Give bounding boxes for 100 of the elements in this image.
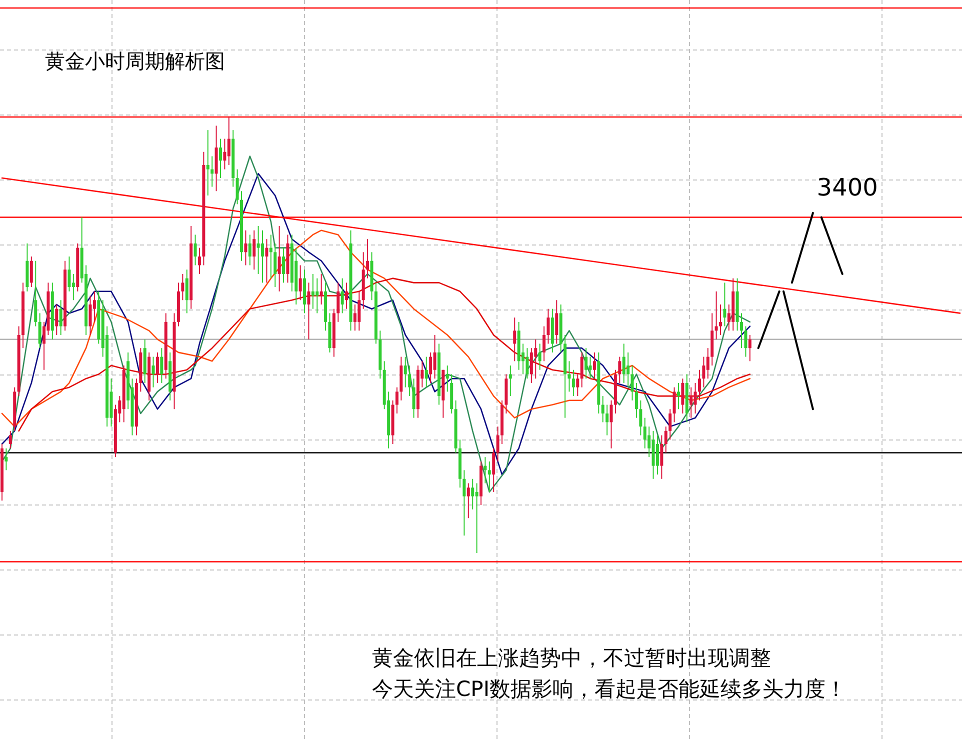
candlestick [690,386,693,418]
candlestick [298,264,302,301]
candlestick [555,300,558,344]
candlestick [424,356,428,388]
candlestick [34,260,38,327]
candlestick [206,130,210,196]
candlestick [492,448,496,492]
candlestick [466,482,470,519]
candlestick [194,234,197,266]
candlestick [630,365,634,401]
candlestick [340,278,344,314]
candlestick [88,295,92,336]
candlestick [429,352,432,384]
candlestick [404,356,407,388]
candlestick [269,234,272,279]
candlestick [744,326,748,358]
candlestick [72,273,75,301]
candlestick [580,352,584,388]
candlestick [618,356,622,384]
candlestick [236,168,239,205]
candlestick [706,348,710,380]
candlestick [227,116,230,166]
candlestick [185,269,188,314]
candlestick [592,352,596,380]
candlestick [462,470,466,536]
candlestick [546,308,550,344]
candlestick [223,138,226,170]
candlestick [748,334,752,362]
annotation: 3400 [816,173,878,202]
candlestick [261,230,264,284]
text: 今天关注CPI数据影响，看起是否能延续多头力度！ [372,677,847,701]
candlestick [252,230,256,270]
candlestick [568,360,571,392]
candlestick [639,400,642,436]
candlestick [672,386,676,423]
candlestick [30,256,33,288]
candlestick [311,273,314,310]
candlestick [345,282,348,310]
candlestick [408,365,412,397]
candlestick [634,382,638,418]
candlestick [740,312,744,349]
candlestick [610,400,613,449]
candlestick [702,356,706,388]
candlestick [534,338,538,380]
candlestick [278,226,281,292]
candlestick [433,334,436,380]
candlestick [336,282,340,322]
candlestick [538,343,542,370]
candlestick [68,256,71,292]
candlestick [694,382,697,414]
candlestick [496,426,500,462]
candlestick [606,404,609,436]
candlestick [320,273,323,305]
candlestick [471,478,474,510]
candlestick [676,382,680,410]
candlestick [484,456,487,484]
candlestick [55,304,58,336]
candlestick [488,460,491,492]
candlestick [588,356,592,380]
candlestick [660,434,664,480]
candlestick [244,230,248,266]
candlestick [626,352,630,388]
candlestick [622,343,626,384]
candlestick [719,304,722,336]
candlestick [513,317,516,362]
candlestick [572,369,575,397]
candlestick [265,238,268,284]
candlestick [198,247,201,274]
candlestick [643,417,646,449]
candlestick [353,304,356,332]
candlestick [576,374,580,397]
candlestick [160,348,164,384]
candlestick [475,482,478,554]
candlestick [681,378,684,414]
candlestick [92,290,96,322]
candlestick [668,408,672,440]
candlestick [59,300,62,336]
candlestick [8,430,12,449]
candlestick [714,290,718,340]
text: 黄金依旧在上涨趋势中，不过暂时出现调整 [372,646,771,670]
candlestick [698,369,701,401]
candlestick [181,273,184,301]
candlestick [530,348,533,384]
candlestick [446,365,449,392]
candlestick [584,348,588,380]
candlestick [526,348,529,380]
candlestick [723,282,726,327]
candlestick [316,278,319,314]
candlestick [256,226,260,274]
candlestick [248,234,252,266]
candlestick [601,396,604,423]
candlestick [412,378,416,418]
candlestick [274,242,277,288]
candlestick [218,138,222,179]
candlestick [156,352,159,384]
candlestick [542,326,546,362]
candlestick [366,238,370,279]
candlestick [4,448,8,471]
candlestick [508,365,512,397]
candlestick [282,247,286,284]
